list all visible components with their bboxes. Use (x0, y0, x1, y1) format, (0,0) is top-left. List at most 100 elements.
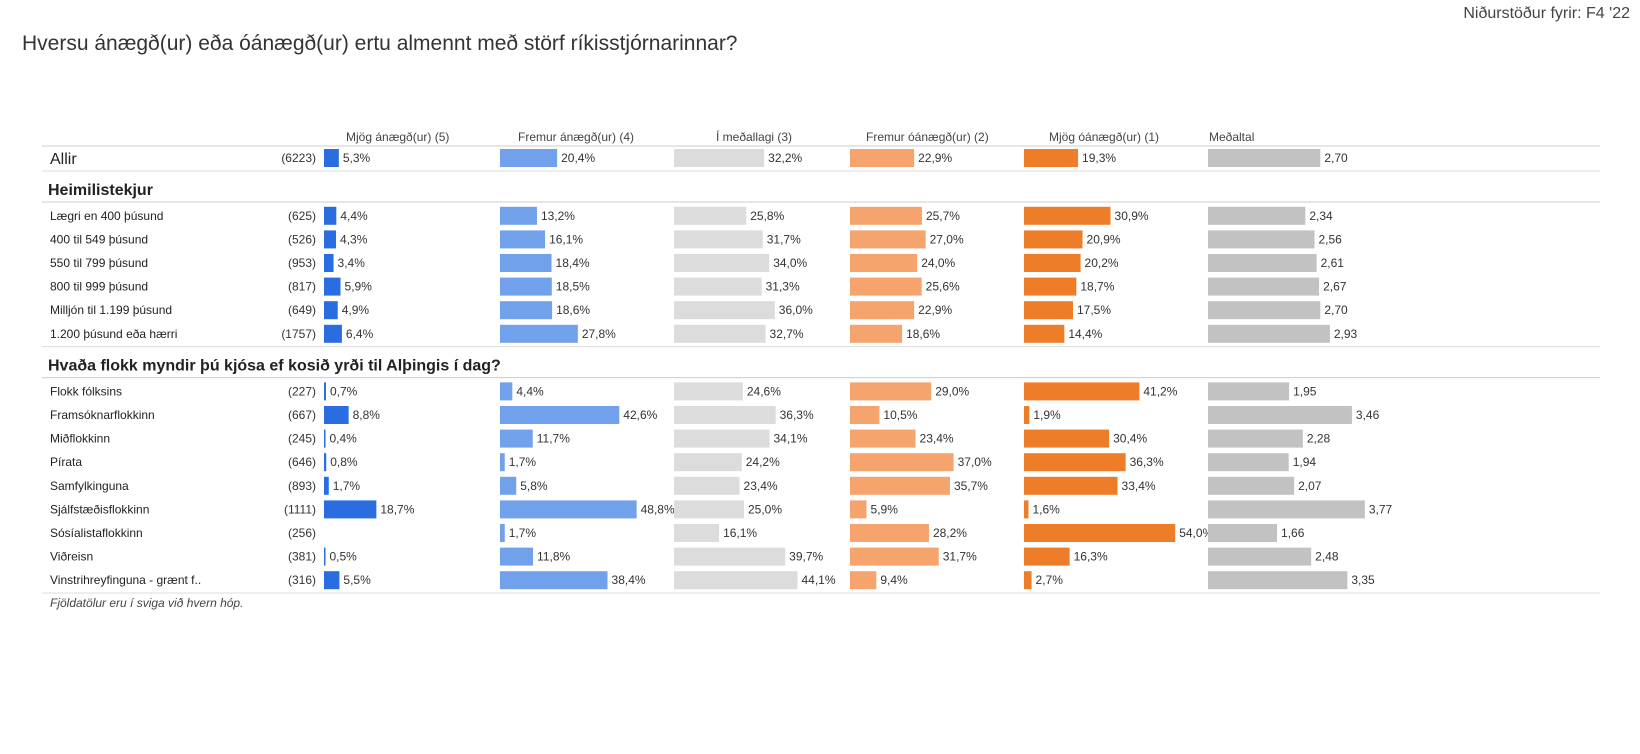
bar-value-label: 16,3% (1074, 550, 1108, 564)
bar-mean (1208, 206, 1306, 225)
bar-mean (1208, 406, 1352, 424)
row-label: Flokk fólksins (50, 384, 122, 398)
bar-c2 (850, 324, 903, 343)
row-count: (316) (288, 573, 316, 587)
bar-c4 (500, 324, 578, 343)
mean-value-label: 3,77 (1369, 502, 1393, 516)
bar-value-label: 27,8% (582, 327, 616, 341)
bar-c5 (324, 476, 329, 495)
bar-value-label: 11,8% (537, 550, 570, 564)
bar-c2 (850, 406, 880, 424)
bar-value-label: 0,7% (330, 384, 358, 398)
bar-value-label: 0,4% (330, 432, 358, 446)
bar-value-label: 17,5% (1077, 303, 1111, 317)
bar-value-label: 20,9% (1087, 232, 1121, 246)
bar-c2 (850, 301, 915, 320)
bar-c1 (1024, 476, 1118, 495)
bar-mean (1208, 230, 1315, 249)
mean-value-label: 2,61 (1321, 256, 1345, 270)
bar-c4 (500, 277, 552, 296)
bar-value-label: 25,7% (926, 209, 960, 223)
bar-value-label: 25,0% (748, 502, 782, 516)
bar-value-label: 14,4% (1068, 327, 1102, 341)
row-count: (1757) (281, 327, 316, 341)
bar-value-label: 41,2% (1143, 384, 1177, 398)
bar-value-label: 28,2% (933, 526, 967, 540)
mean-value-label: 2,67 (1323, 280, 1347, 294)
bar-c3 (674, 476, 740, 495)
column-header: Fremur ánægð(ur) (4) (518, 130, 634, 144)
bar-value-label: 3,4% (338, 256, 366, 270)
column-header: Meðaltal (1209, 130, 1254, 144)
bar-c4 (500, 476, 517, 495)
bar-value-label: 36,3% (780, 408, 814, 422)
bar-c3 (674, 453, 742, 472)
row-label: 1.200 þúsund eða hærri (50, 327, 177, 341)
mean-value-label: 2,48 (1315, 550, 1339, 564)
bar-value-label: 5,9% (871, 502, 899, 516)
bar-value-label: 18,7% (380, 502, 414, 516)
bar-value-label: 16,1% (723, 526, 757, 540)
bar-value-label: 23,4% (744, 479, 778, 493)
mean-value-label: 3,35 (1351, 573, 1375, 587)
bar-c3 (674, 324, 766, 343)
bar-c5 (324, 277, 341, 296)
row-count: (893) (288, 479, 316, 493)
bar-c5 (324, 571, 340, 590)
bar-c5 (324, 301, 338, 320)
bar-mean (1208, 382, 1290, 401)
bar-value-label: 24,2% (746, 455, 780, 469)
bar-c4 (500, 500, 637, 519)
bar-value-label: 25,6% (926, 280, 960, 294)
bar-c5 (324, 500, 377, 519)
bar-c2 (850, 476, 950, 495)
bar-value-label: 42,6% (623, 408, 657, 422)
footnote: Fjöldatölur eru í sviga við hvern hóp. (50, 596, 244, 610)
bar-c1 (1024, 453, 1126, 472)
chart-title: Hversu ánægð(ur) eða óánægð(ur) ertu alm… (22, 32, 738, 55)
bar-c1 (1024, 324, 1065, 343)
mean-value-label: 2,93 (1334, 327, 1358, 341)
mean-value-label: 1,95 (1293, 384, 1317, 398)
mean-value-label: 2,34 (1309, 209, 1333, 223)
bar-c1 (1024, 406, 1030, 424)
bar-c1 (1024, 571, 1032, 590)
row-label: Miðflokkinn (50, 432, 110, 446)
bar-value-label: 5,9% (345, 280, 373, 294)
bar-c3 (674, 301, 775, 320)
bar-mean (1208, 429, 1303, 448)
bar-c4 (500, 406, 620, 424)
bar-value-label: 31,7% (767, 232, 801, 246)
bar-value-label: 23,4% (920, 432, 954, 446)
mean-value-label: 1,94 (1293, 455, 1317, 469)
bar-value-label: 18,4% (556, 256, 590, 270)
bar-c5 (324, 324, 342, 343)
bar-value-label: 0,8% (330, 455, 358, 469)
bar-c1 (1024, 149, 1079, 167)
bar-value-label: 8,8% (353, 408, 381, 422)
mean-value-label: 2,28 (1307, 432, 1331, 446)
bar-c5 (324, 547, 326, 566)
row-label: 800 til 999 þúsund (50, 280, 148, 294)
bar-value-label: 22,9% (918, 303, 952, 317)
row-count: (646) (288, 455, 316, 469)
bar-value-label: 2,7% (1036, 573, 1064, 587)
row-count: (526) (288, 232, 316, 246)
row-label: Samfylkinguna (50, 479, 129, 493)
bar-mean (1208, 524, 1278, 542)
bar-c4 (500, 524, 505, 542)
bar-c3 (674, 571, 798, 590)
bar-value-label: 38,4% (612, 573, 646, 587)
bar-c4 (500, 206, 537, 225)
bar-value-label: 1,7% (333, 479, 361, 493)
bar-c3 (674, 406, 776, 424)
bar-c2 (850, 524, 929, 542)
bar-c3 (674, 149, 765, 167)
bar-c1 (1024, 547, 1070, 566)
bar-c2 (850, 571, 877, 590)
bar-c2 (850, 547, 939, 566)
bar-c3 (674, 547, 786, 566)
bar-value-label: 24,0% (921, 256, 955, 270)
bar-value-label: 18,7% (1080, 280, 1114, 294)
